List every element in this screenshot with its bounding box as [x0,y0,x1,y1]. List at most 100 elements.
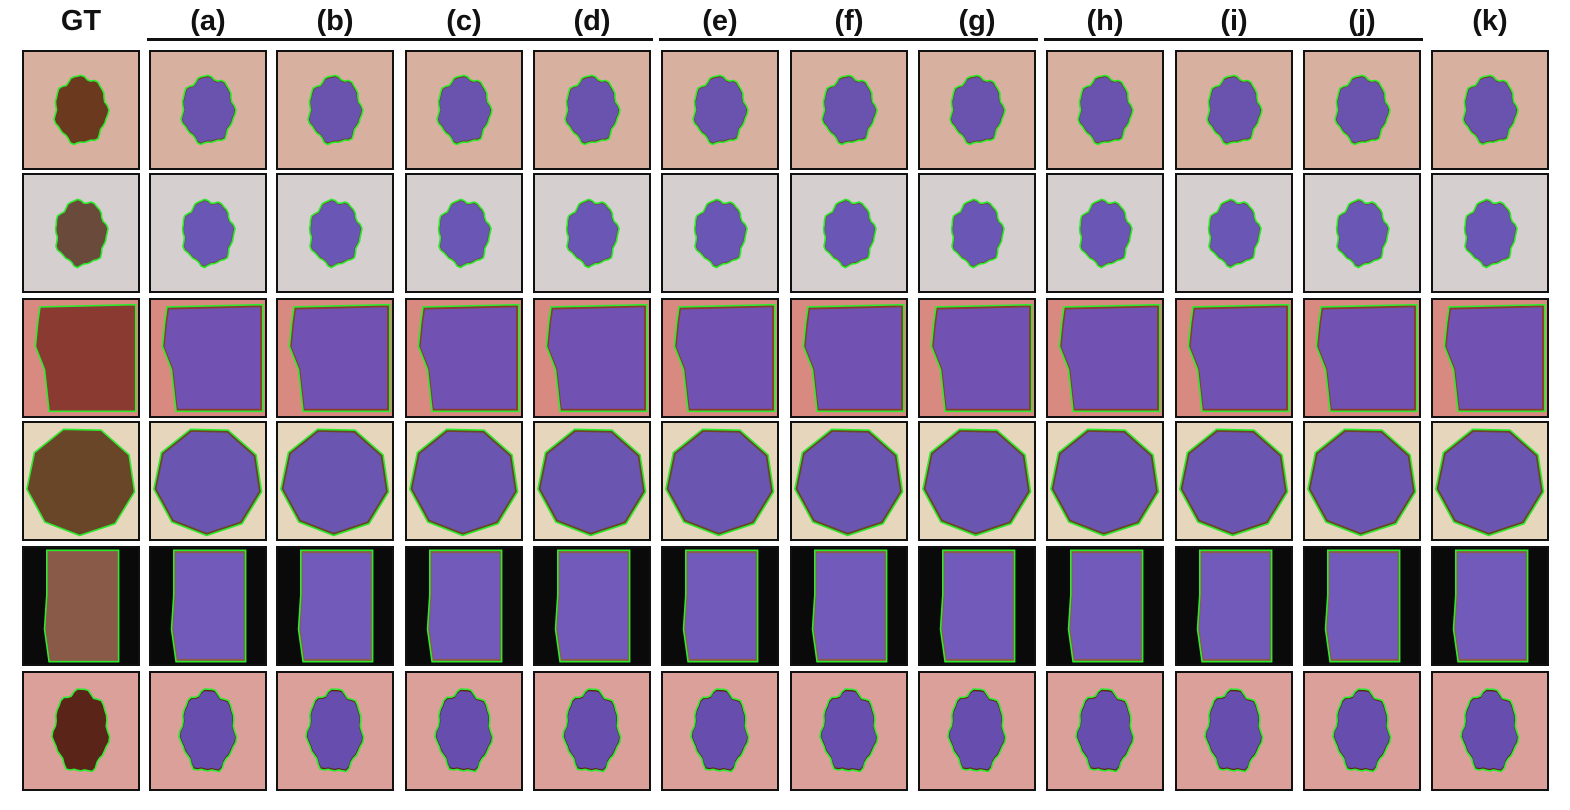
prediction-overlay [307,691,363,770]
column-label-3: (c) [446,5,482,37]
segmentation-tile-r4-c10 [1303,546,1421,666]
ground-truth-contour [154,429,262,535]
segmentation-tile-r2-c11 [1431,298,1549,418]
ground-truth-contour [27,429,135,535]
ground-truth-contour [691,689,749,771]
lesion-image [663,300,777,416]
ground-truth-contour [813,550,887,661]
lesion-image [24,300,138,416]
lesion-image [1048,548,1162,664]
prediction-overlay [291,307,387,409]
lesion-region [51,689,110,772]
segmentation-tile-r4-c2 [276,546,394,666]
segmentation-tile-r4-c4 [533,546,651,666]
prediction-overlay [1334,691,1390,770]
segmentation-tile-r1-c0 [22,173,140,293]
column-label-5: (e) [702,5,738,37]
lesion-image [151,175,265,291]
segmentation-tile-r0-c0 [22,50,140,170]
segmentation-tile-r1-c5 [661,173,779,293]
ground-truth-contour [428,550,502,661]
ground-truth-contour [172,550,246,661]
lesion-image [24,423,138,539]
segmentation-tile-r4-c11 [1431,546,1549,666]
segmentation-tile-r4-c5 [661,546,779,666]
ground-truth-contour [439,199,491,267]
prediction-overlay [309,77,362,143]
column-label-10: (j) [1348,5,1376,37]
prediction-overlay [1209,201,1260,266]
segmentation-tile-r5-c8 [1046,671,1164,791]
lesion-image [1433,548,1547,664]
ground-truth-contour [567,199,619,267]
group-underline-0 [147,38,653,41]
segmentation-tile-r3-c8 [1046,421,1164,541]
column-label-2: (b) [316,5,354,37]
lesion-region [44,550,119,662]
ground-truth-contour [45,550,119,661]
segmentation-tile-r0-c3 [405,50,523,170]
prediction-overlay [1310,431,1413,533]
ground-truth-contour [952,199,1004,267]
prediction-overlay [183,201,234,266]
ground-truth-contour [52,689,110,771]
lesion-image [1433,300,1547,416]
segmentation-tile-r2-c2 [276,298,394,418]
group-underline-2 [1044,38,1423,41]
lesion-region [35,304,136,412]
segmentation-tile-r5-c5 [661,671,779,791]
segmentation-tile-r1-c4 [533,173,651,293]
prediction-overlay [548,307,644,409]
ground-truth-contour [795,429,903,535]
prediction-overlay [1199,553,1270,659]
prediction-overlay [1053,431,1156,533]
segmentation-tile-r0-c6 [790,50,908,170]
lesion-image [535,175,649,291]
lesion-image [792,300,906,416]
segmentation-tile-r1-c6 [790,173,908,293]
segmentation-tile-r1-c3 [405,173,523,293]
segmentation-tile-r0-c1 [149,50,267,170]
ground-truth-contour [299,550,373,661]
segmentation-tile-r3-c4 [533,421,651,541]
lesion-region [53,75,110,145]
lesion-image [1177,423,1291,539]
segmentation-tile-r1-c2 [276,173,394,293]
prediction-overlay [557,553,628,659]
segmentation-tile-r3-c11 [1431,421,1549,541]
lesion-image [278,423,392,539]
lesion-image [535,673,649,789]
ground-truth-contour [822,75,877,144]
segmentation-tile-r2-c9 [1175,298,1293,418]
column-label-1: (a) [190,5,226,37]
ground-truth-contour [693,75,748,144]
prediction-overlay [1336,77,1389,143]
ground-truth-contour [1209,199,1261,267]
ground-truth-contour [1465,199,1517,267]
lesion-image [663,175,777,291]
lesion-image [407,52,521,168]
segmentation-tile-r3-c7 [918,421,1036,541]
lesion-image [792,423,906,539]
ground-truth-contour [306,689,364,771]
segmentation-tile-r3-c0 [22,421,140,541]
segmentation-tile-r5-c11 [1431,671,1549,791]
ground-truth-contour [948,689,1006,771]
segmentation-tile-r4-c6 [790,546,908,666]
prediction-overlay [420,307,516,409]
ground-truth-contour [1205,689,1263,771]
ground-truth-contour [1198,550,1272,661]
prediction-overlay [1446,307,1542,409]
lesion-image [535,423,649,539]
ground-truth-contour [1308,429,1416,535]
lesion-image [663,423,777,539]
ground-truth-contour [803,305,903,412]
prediction-overlay [540,431,643,533]
ground-truth-contour [1078,75,1133,144]
prediction-overlay [300,553,371,659]
ground-truth-contour [1444,305,1544,412]
column-label-8: (h) [1086,5,1124,37]
ground-truth-contour [820,689,878,771]
prediction-overlay [1438,431,1541,533]
